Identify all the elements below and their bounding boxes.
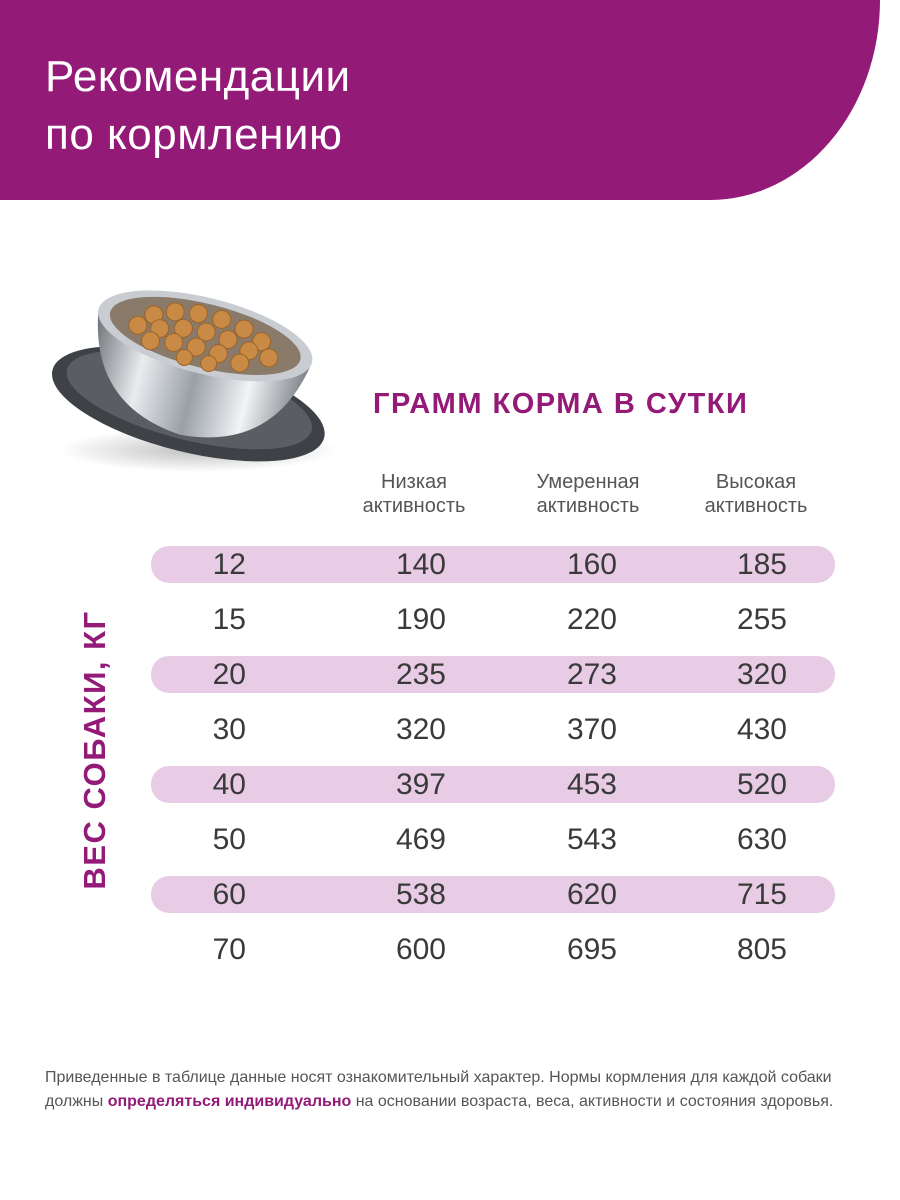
low-activity-cell: 538 <box>395 878 446 911</box>
low-activity-cell: 140 <box>395 548 446 581</box>
moderate-activity-cell: 620 <box>566 878 617 911</box>
column-header-low: Низкая активность <box>329 470 499 518</box>
weight-cell: 50 <box>212 823 246 856</box>
title-line-2: по кормлению <box>45 110 343 159</box>
low-activity-cell: 320 <box>395 713 446 746</box>
low-activity-cell: 397 <box>395 768 446 801</box>
high-activity-cell: 185 <box>736 548 787 581</box>
weight-cell: 60 <box>212 878 246 911</box>
dog-food-bowl-image <box>51 290 338 472</box>
table-row: 70 600 695 805 <box>151 931 835 968</box>
weight-cell: 15 <box>212 603 246 636</box>
low-activity-cell: 235 <box>395 658 446 691</box>
table-row: 50 469 543 630 <box>151 821 835 858</box>
low-activity-cell: 190 <box>395 603 446 636</box>
moderate-activity-cell: 543 <box>566 823 617 856</box>
table-subheading: ГРАММ КОРМА В СУТКИ <box>373 388 749 420</box>
moderate-activity-cell: 273 <box>566 658 617 691</box>
moderate-activity-cell: 370 <box>566 713 617 746</box>
page-title: Рекомендации по кормлению <box>45 48 351 164</box>
table-row: 40 397 453 520 <box>151 766 835 803</box>
column-header-line: Умеренная <box>536 471 640 493</box>
table-row: 60 538 620 715 <box>151 876 835 913</box>
high-activity-cell: 630 <box>736 823 787 856</box>
high-activity-cell: 320 <box>736 658 787 691</box>
column-header-line: Высокая <box>715 471 797 493</box>
high-activity-cell: 520 <box>736 768 787 801</box>
low-activity-cell: 469 <box>395 823 446 856</box>
footnote-text: на основании возраста, веса, активности … <box>351 1093 834 1110</box>
disclaimer-footnote: Приведенные в таблице данные носят ознак… <box>45 1066 855 1114</box>
footnote-text: Приведенные в таблице данные носят ознак… <box>45 1069 832 1110</box>
weight-cell: 70 <box>212 933 246 966</box>
moderate-activity-cell: 695 <box>566 933 617 966</box>
moderate-activity-cell: 453 <box>566 768 617 801</box>
column-header-line: Низкая <box>381 471 447 493</box>
high-activity-cell: 715 <box>736 878 787 911</box>
y-axis-label: ВЕС СОБАКИ, КГ <box>77 610 112 890</box>
table-row: 12 140 160 185 <box>151 546 835 583</box>
column-header-high: Высокая активность <box>671 470 841 518</box>
table-row: 15 190 220 255 <box>151 601 835 638</box>
table-row: 30 320 370 430 <box>151 711 835 748</box>
column-header-line: активность <box>536 495 640 517</box>
weight-cell: 30 <box>212 713 246 746</box>
header-banner: Рекомендации по кормлению <box>0 0 880 200</box>
weight-cell: 12 <box>212 548 246 581</box>
y-axis-label-container: ВЕС СОБАКИ, КГ <box>60 600 130 900</box>
table-row: 20 235 273 320 <box>151 656 835 693</box>
high-activity-cell: 805 <box>736 933 787 966</box>
low-activity-cell: 600 <box>395 933 446 966</box>
high-activity-cell: 255 <box>736 603 787 636</box>
moderate-activity-cell: 160 <box>566 548 617 581</box>
weight-cell: 20 <box>212 658 246 691</box>
high-activity-cell: 430 <box>736 713 787 746</box>
moderate-activity-cell: 220 <box>566 603 617 636</box>
column-header-moderate: Умеренная активность <box>503 470 673 518</box>
weight-cell: 40 <box>212 768 246 801</box>
column-header-line: активность <box>362 495 466 517</box>
footnote-emphasis: определяться индивидуально <box>107 1093 352 1110</box>
title-line-1: Рекомендации <box>45 52 351 101</box>
column-header-line: активность <box>704 495 808 517</box>
